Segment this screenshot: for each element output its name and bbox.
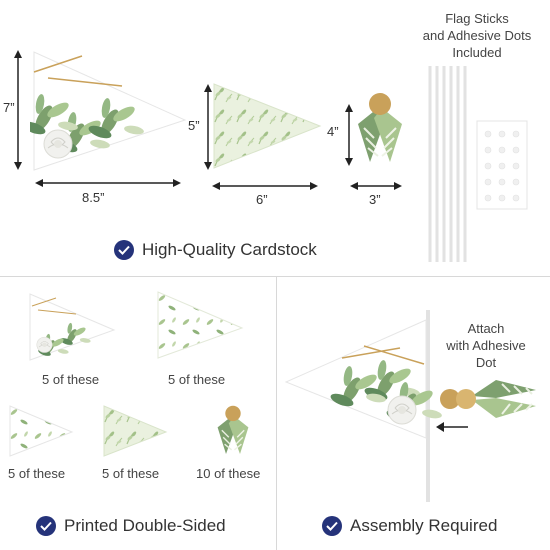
large-pennant	[21, 48, 190, 178]
check-icon	[114, 240, 134, 260]
large-pennant-height-label: 7”	[3, 100, 15, 115]
medium-pennant-height-label: 5”	[188, 118, 200, 133]
sticks-caption: Flag Sticks and Adhesive Dots Included	[408, 10, 546, 61]
check-icon	[36, 516, 56, 536]
piece-tie	[212, 404, 254, 462]
tie-piece-width-label: 3”	[369, 192, 381, 207]
feature-printed-label: Printed Double-Sided	[64, 516, 226, 535]
piece-count: 5 of these	[168, 372, 226, 387]
adhesive-dot-sheet	[476, 120, 528, 210]
piece-count: 5 of these	[42, 372, 100, 387]
attach-arrow-icon	[436, 420, 470, 432]
piece-count: 5 of these	[102, 466, 160, 481]
piece-small-green-leaf	[102, 404, 168, 460]
assembly-caption-line: with Adhesive	[446, 338, 526, 353]
assembly-caption-line: Dot	[475, 355, 497, 370]
sticks-caption-line: Flag Sticks	[445, 11, 509, 26]
sticks-caption-line: and Adhesive Dots	[422, 28, 532, 43]
divider-horizontal	[0, 276, 550, 277]
feature-assembly-label: Assembly Required	[350, 516, 498, 535]
assembled-pennant	[282, 306, 443, 506]
assembly-caption: Attach with Adhesive Dot	[430, 320, 542, 371]
piece-large-floral	[28, 292, 116, 364]
feature-cardstock-label: High-Quality Cardstock	[142, 240, 317, 259]
large-pennant-width-arrow	[35, 174, 181, 187]
flag-sticks	[424, 64, 472, 264]
tie-piece	[350, 92, 410, 172]
piece-light-leaf	[156, 290, 244, 362]
tie-piece-height-label: 4”	[327, 124, 339, 139]
feature-assembly: Assembly Required	[322, 516, 497, 536]
feature-printed: Printed Double-Sided	[36, 516, 226, 536]
assembly-caption-line: Attach	[467, 321, 505, 336]
piece-count: 5 of these	[8, 466, 66, 481]
piece-small-white-leaf	[8, 404, 74, 460]
check-icon	[322, 516, 342, 536]
piece-count: 10 of these	[196, 466, 261, 481]
medium-pennant-width-label: 6”	[256, 192, 268, 207]
medium-pennant-height-arrow	[204, 84, 212, 170]
tie-piece-width-arrow	[350, 177, 402, 190]
tie-attach-piece	[436, 372, 540, 424]
medium-pennant-width-arrow	[212, 177, 318, 190]
medium-pennant	[212, 82, 324, 172]
large-pennant-height-arrow	[14, 50, 22, 170]
tie-piece-height-arrow	[345, 104, 353, 166]
sticks-caption-line: Included	[452, 45, 502, 60]
feature-cardstock: High-Quality Cardstock	[114, 240, 317, 260]
divider-vertical	[276, 276, 277, 550]
large-pennant-width-label: 8.5”	[82, 190, 105, 205]
